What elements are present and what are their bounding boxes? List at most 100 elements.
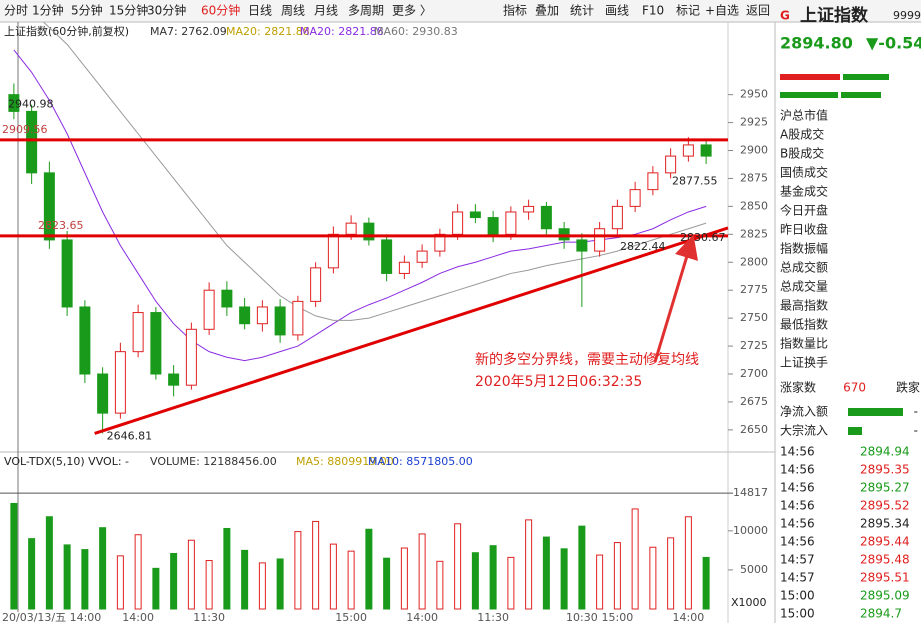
candle-body — [345, 222, 357, 235]
trend-line — [94, 226, 729, 435]
x-tick-label: 15:00 — [602, 611, 634, 623]
volume-bar — [223, 527, 231, 610]
field-label: 总成交额 — [780, 260, 828, 275]
toolbar-tab[interactable]: 1分钟 — [32, 3, 64, 18]
trade-time: 14:56 — [780, 535, 815, 549]
last-price: 2894.80 — [780, 34, 853, 53]
field-label: 昨日收盘 — [780, 222, 828, 237]
field-label: 基金成交 — [780, 184, 828, 199]
candle-body — [398, 261, 410, 274]
toolbar-button[interactable]: 画线 — [605, 4, 629, 18]
volume-bar — [63, 544, 71, 610]
ma-legend: MA60: 2930.83 — [374, 25, 458, 38]
trade-price: 2895.51 — [860, 571, 910, 585]
toolbar-tab[interactable]: 日线 — [248, 4, 272, 18]
volume-legend: MA10: 8571805.00 — [368, 455, 473, 468]
toolbar-tab[interactable]: 15分钟 — [109, 3, 148, 18]
y-tick-label: 2925 — [740, 116, 768, 129]
toolbar-button[interactable]: 统计 — [570, 4, 594, 18]
volume-bar — [702, 556, 710, 610]
volume-bar — [400, 547, 408, 610]
candle-body — [469, 211, 481, 219]
y-tick-label: 2775 — [740, 283, 768, 296]
price-label: 2940.98 — [8, 98, 54, 111]
candle-body — [505, 211, 517, 235]
volume-unit: X1000 — [731, 596, 767, 609]
trade-price: 2895.52 — [860, 499, 910, 513]
volume-bar — [596, 554, 604, 610]
ma-line — [13, 49, 707, 362]
field-label: 指数量比 — [780, 336, 828, 351]
volume-bar — [383, 557, 391, 610]
toolbar-tab[interactable]: 60分钟 — [201, 3, 240, 18]
x-tick-label: 14:00 — [406, 611, 438, 623]
y-tick-label: 10000 — [733, 524, 768, 537]
toolbar-tab[interactable]: 分时 — [4, 4, 28, 18]
toolbar-tab[interactable]: 多周期 — [348, 4, 384, 18]
y-tick-label: 5000 — [740, 563, 768, 576]
trade-time: 14:57 — [780, 571, 815, 585]
trade-price: 2895.44 — [860, 535, 910, 549]
volume-bar — [684, 516, 692, 610]
candle-body — [682, 144, 694, 157]
toolbar-button[interactable]: F10 — [642, 4, 664, 18]
y-tick-label: 2950 — [740, 88, 768, 101]
chart-name: 上证指数(60分钟,前复权) — [4, 24, 129, 38]
flow-bar — [848, 427, 862, 435]
volume-legend: VOLUME: 12188456.00 — [150, 455, 277, 468]
candle-body — [256, 306, 268, 325]
field-label: 上证换手 — [780, 356, 828, 370]
ma-line — [42, 22, 707, 321]
candle-body — [452, 211, 464, 235]
volume-bar — [170, 552, 178, 610]
volume-bar — [312, 520, 320, 610]
price-label: 2830.67 — [680, 231, 726, 244]
y-tick-label: 2650 — [740, 423, 768, 436]
key-level-label: 2823.65 — [38, 219, 84, 232]
field-label: A股成交 — [780, 127, 824, 142]
toolbar-tab[interactable]: 30分钟 — [147, 3, 186, 18]
volume-bar — [134, 534, 142, 610]
price-label: 2822.44 — [620, 240, 666, 253]
price-change: ▼-0.54 — [866, 34, 921, 53]
volume-bar — [471, 552, 479, 610]
candle-body — [327, 233, 339, 269]
candle-body — [274, 306, 286, 336]
toolbar-button[interactable]: 返回 — [746, 4, 770, 18]
toolbar-tab[interactable]: 月线 — [314, 4, 338, 18]
flow-bar — [848, 408, 903, 416]
toolbar-tab[interactable]: 周线 — [281, 4, 305, 18]
stock-code: 9999 — [893, 9, 921, 22]
volume-bar — [116, 555, 124, 610]
toolbar-button[interactable]: 标记 — [676, 4, 700, 18]
volume-bar — [578, 525, 586, 610]
volume-legend: VOL-TDX(5,10) VVOL: - — [4, 455, 129, 468]
x-tick-label: 15:00 — [335, 611, 367, 623]
volume-bar — [45, 516, 53, 610]
trade-time: 14:56 — [780, 463, 815, 477]
y-tick-label: 2725 — [740, 339, 768, 352]
trade-price: 2895.34 — [860, 517, 910, 531]
candle-body — [665, 155, 677, 174]
volume-bar — [347, 550, 355, 610]
candle-body — [150, 312, 162, 375]
toolbar-button[interactable]: +自选 — [705, 4, 739, 18]
candle-body — [629, 189, 641, 207]
field-label: 国债成交 — [780, 165, 828, 180]
toolbar-tab[interactable]: 5分钟 — [71, 3, 103, 18]
x-tick-label: 11:30 — [193, 611, 225, 623]
candle-body — [79, 306, 91, 375]
stock-name: 上证指数 — [800, 5, 869, 26]
toolbar-tab[interactable]: 更多 〉 — [392, 4, 432, 18]
candle-body — [114, 351, 126, 414]
toolbar-button[interactable]: 叠加 — [535, 4, 559, 18]
volume-bar — [365, 528, 373, 610]
volume-bar — [81, 549, 89, 610]
field-label: 总成交量 — [780, 279, 828, 294]
price-label: 2877.55 — [672, 175, 718, 188]
toolbar-button[interactable]: 指标 — [503, 3, 527, 18]
toolbar — [0, 0, 921, 22]
flow-label: 大宗流入 — [780, 423, 828, 438]
candle-body — [185, 328, 197, 386]
